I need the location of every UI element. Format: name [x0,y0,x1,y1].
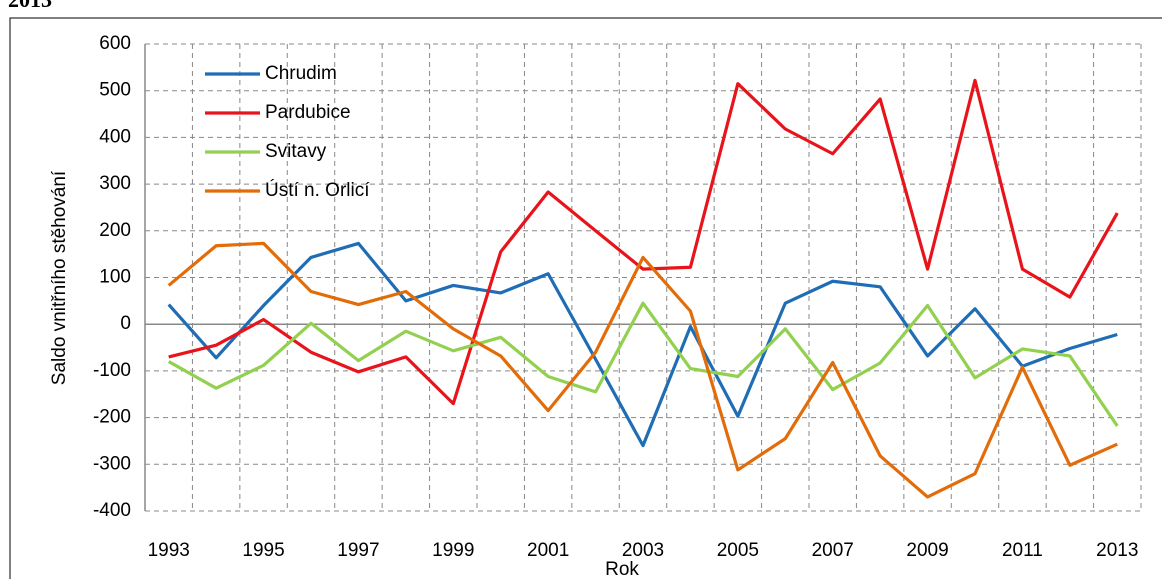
x-tick-label: 1995 [242,540,284,561]
y-tick-label: -400 [93,500,131,521]
y-tick-label: 100 [99,267,131,288]
y-axis-title: Saldo vnitřního stěhování [49,170,70,385]
x-tick-label: 2001 [527,540,569,561]
y-tick-label: 400 [99,126,131,147]
legend-label: Svitavy [265,141,327,162]
x-tick-label: 2011 [1002,540,1043,561]
y-tick-label: -100 [93,360,131,381]
x-tick-label: 1993 [148,540,190,561]
y-tick-label: -200 [93,407,131,428]
heading: 2013 [8,0,52,12]
x-tick-label: 1997 [337,540,379,561]
x-tick-label: 2003 [622,540,664,561]
y-tick-label: 300 [99,173,131,194]
chart-frame [9,17,1162,584]
x-tick-label: 2009 [906,540,948,561]
y-tick-label: 200 [99,220,131,241]
legend-label: Ústí n. Orlicí [265,179,370,201]
x-tick-label: 2005 [717,540,759,561]
x-tick-label: 2007 [812,540,854,561]
y-tick-label: 600 [99,33,131,54]
y-tick-label: 500 [99,80,131,101]
y-tick-label: -300 [93,453,131,474]
y-tick-label: 0 [120,313,131,334]
series-line [167,241,1118,448]
series-line [167,301,1119,427]
x-axis-title: Rok [605,559,639,579]
x-tick-label: 1999 [432,540,474,561]
legend-label: Pardubice [265,102,351,123]
legend-label: Chrudim [265,63,337,84]
series-line [167,241,1118,499]
series-line [168,78,1119,406]
x-tick-label: 2013 [1096,540,1138,561]
